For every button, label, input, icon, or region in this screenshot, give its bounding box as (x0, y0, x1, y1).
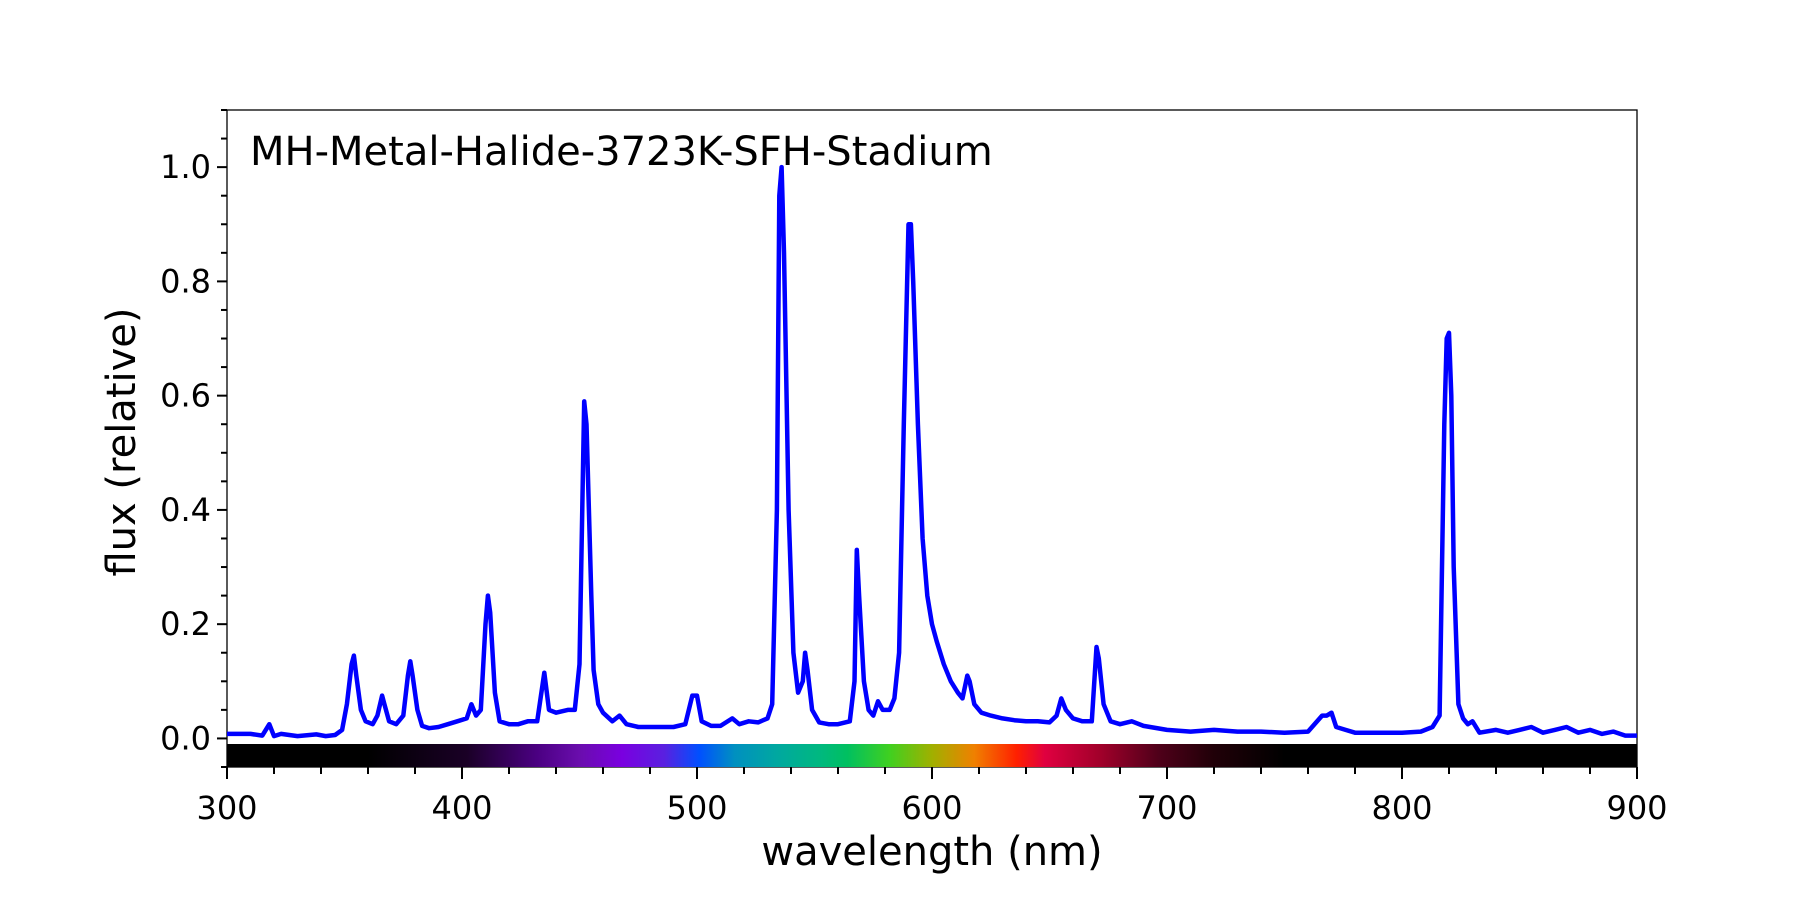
y-axis-title: flux (relative) (99, 307, 145, 576)
chart-title: MH-Metal-Halide-3723K-SFH-Stadium (250, 129, 993, 175)
x-tick-label: 800 (1371, 789, 1432, 827)
y-tick-label: 0.6 (160, 377, 211, 415)
x-tick-label: 300 (196, 789, 257, 827)
y-tick-label: 0.8 (160, 262, 211, 300)
x-tick-label: 900 (1606, 789, 1667, 827)
flux-series-line (227, 164, 1637, 739)
x-tick-label: 700 (1136, 789, 1197, 827)
spectrum-color-bar (227, 744, 1637, 767)
x-axis-ticks (226, 767, 1638, 779)
y-tick-label: 1.0 (160, 148, 211, 186)
x-axis-title: wavelength (nm) (761, 829, 1102, 875)
x-tick-label: 600 (901, 789, 962, 827)
y-tick-label: 0.0 (160, 719, 211, 757)
y-tick-label: 0.2 (160, 605, 211, 643)
x-axis-tick-labels: 300 400 500 600 700 800 900 (196, 789, 1667, 827)
x-tick-label: 400 (431, 789, 492, 827)
y-tick-label: 0.4 (160, 491, 211, 529)
plot-frame (226, 109, 1638, 768)
y-axis-tick-labels: 0.0 0.2 0.4 0.6 0.8 1.0 (160, 148, 211, 757)
y-axis-ticks (217, 109, 227, 768)
x-tick-label: 500 (666, 789, 727, 827)
